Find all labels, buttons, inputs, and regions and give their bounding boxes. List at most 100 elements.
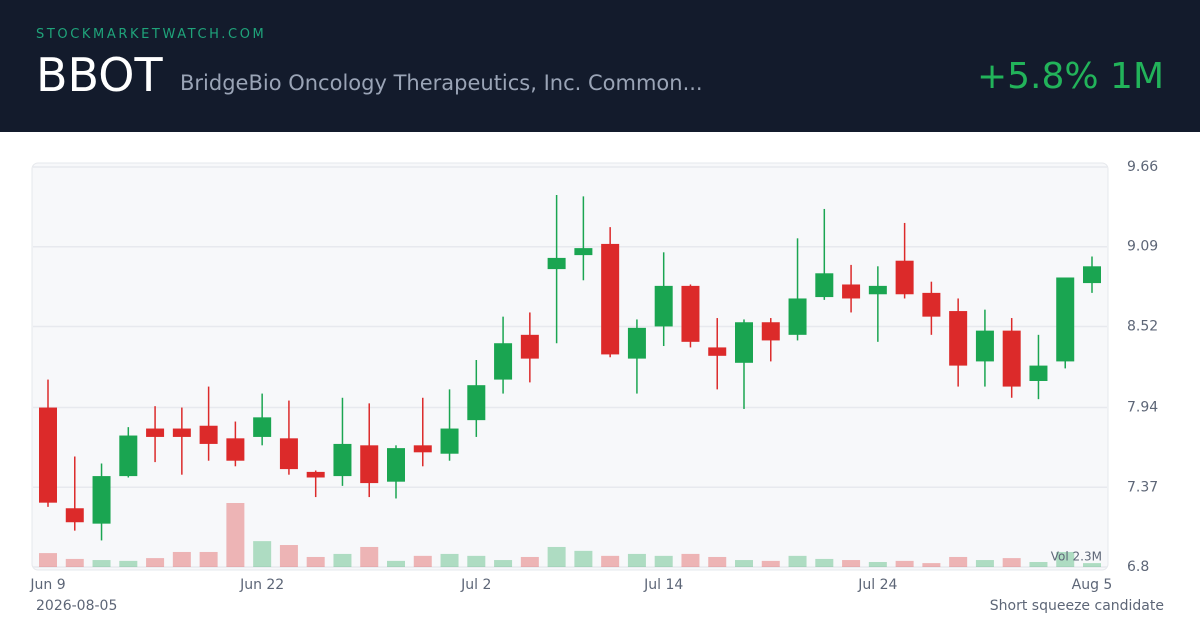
candle-body	[708, 347, 727, 356]
candle-body	[494, 343, 513, 380]
volume-bar	[842, 560, 861, 567]
candle-body	[146, 428, 165, 437]
candle-body	[681, 285, 700, 342]
volume-bar	[1083, 563, 1101, 567]
footer-note: Short squeeze candidate	[990, 598, 1164, 614]
y-tick-label: 9.66	[1127, 159, 1158, 175]
candle-body	[654, 285, 673, 327]
volume-bar	[253, 541, 272, 567]
y-tick-label: 9.09	[1127, 239, 1158, 255]
volume-bar	[1056, 551, 1075, 567]
volume-bar	[654, 555, 673, 567]
company-name: BridgeBio Oncology Therapeutics, Inc. Co…	[180, 71, 703, 95]
volume-bar	[119, 560, 138, 567]
candle-body	[922, 292, 941, 317]
candle-body	[253, 417, 272, 437]
volume-bar	[1029, 561, 1048, 567]
candle-body	[601, 243, 620, 355]
x-tick-label: Jul 14	[643, 577, 683, 593]
volume-bar	[520, 556, 539, 567]
y-tick-label: 8.52	[1127, 318, 1158, 334]
candle-body	[413, 445, 432, 453]
chart: 2026-08-05 Short squeeze candidate 6.8 7.…	[29, 159, 1164, 614]
candle-body	[975, 330, 994, 362]
candle-body	[199, 425, 218, 444]
candle-body	[1029, 365, 1048, 381]
candle-body	[440, 428, 459, 454]
candle-body	[761, 322, 780, 341]
volume-bar	[92, 560, 111, 567]
volume-bar	[387, 560, 405, 567]
candle-body	[387, 448, 405, 482]
volume-bar	[601, 555, 620, 567]
volume-bar	[146, 558, 165, 567]
candle-body	[467, 385, 486, 421]
candle-body	[1002, 330, 1021, 387]
volume-bar	[761, 560, 780, 567]
candle-body	[1083, 266, 1101, 284]
volume-bar	[975, 560, 994, 567]
volume-bar	[788, 555, 807, 567]
candle-body	[92, 476, 111, 524]
x-tick-label: Jun 22	[239, 577, 284, 593]
candle-body	[815, 273, 834, 298]
candle-body	[788, 298, 807, 335]
volume-bar	[735, 560, 753, 567]
candle-body	[39, 407, 57, 503]
chart-panel	[31, 162, 1109, 571]
x-tick-label: Aug 5	[1072, 577, 1113, 593]
volume-bar	[440, 553, 459, 567]
volume-bar	[708, 556, 727, 567]
y-tick-label: 7.37	[1127, 479, 1158, 495]
y-tick-label: 6.8	[1127, 559, 1149, 575]
candle-body	[895, 260, 914, 295]
candle-body	[279, 438, 298, 470]
x-tick-label: Jun 9	[29, 577, 65, 593]
candle-body	[627, 327, 646, 359]
volume-bar	[306, 556, 325, 567]
volume-bar	[574, 550, 593, 567]
candle-body	[360, 445, 379, 484]
volume-bar	[815, 558, 834, 567]
y-tick-label: 7.94	[1127, 400, 1158, 416]
footer-date: 2026-08-05	[36, 598, 117, 614]
candle-body	[949, 311, 968, 366]
candle-body	[842, 284, 861, 299]
volume-bar	[65, 558, 84, 567]
candle-body	[735, 322, 753, 363]
volume-bar	[868, 561, 887, 567]
volume-label: Vol 2.3M	[1051, 550, 1102, 564]
volume-bar	[895, 560, 914, 567]
site-name: STOCKMARKETWATCH.COM	[36, 27, 267, 42]
volume-bar	[279, 545, 298, 567]
volume-bar	[1002, 558, 1021, 567]
candle-body	[65, 508, 84, 523]
candle-body	[547, 257, 566, 270]
volume-bar	[413, 555, 432, 567]
candle-body	[574, 248, 593, 256]
x-tick-label: Jul 2	[460, 577, 491, 593]
volume-bar	[39, 553, 57, 567]
volume-bar	[494, 560, 513, 567]
volume-bar	[226, 503, 245, 567]
volume-bar	[681, 553, 700, 567]
x-tick-label: Jul 24	[857, 577, 897, 593]
volume-bar	[467, 555, 486, 567]
candle-body	[306, 471, 325, 478]
volume-bar	[360, 546, 379, 567]
header: STOCKMARKETWATCH.COM BBOT BridgeBio Onco…	[0, 0, 1200, 132]
volume-bar	[547, 546, 566, 567]
volume-bar	[199, 551, 218, 567]
price-change: +5.8% 1M	[976, 56, 1164, 97]
candle-body	[172, 428, 191, 437]
volume-bar	[922, 563, 941, 567]
candle-body	[226, 438, 245, 461]
candle-body	[119, 435, 138, 477]
volume-bar	[172, 551, 191, 567]
volume-bar	[627, 553, 646, 567]
candle-body	[333, 443, 352, 477]
volume-bar	[333, 553, 352, 567]
candle-body	[1056, 277, 1075, 362]
candle-body	[520, 334, 539, 359]
